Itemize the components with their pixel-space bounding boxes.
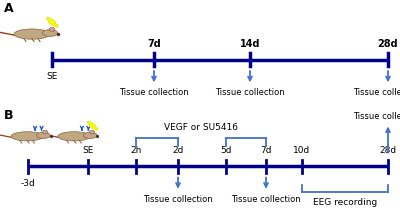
Text: 5d: 5d	[220, 147, 232, 155]
Ellipse shape	[90, 130, 94, 134]
Text: EEG recording: EEG recording	[313, 198, 377, 207]
Text: Tissue collection: Tissue collection	[353, 88, 400, 97]
Ellipse shape	[58, 132, 90, 141]
Text: Tissue collection: Tissue collection	[143, 195, 213, 204]
Text: SE: SE	[82, 147, 94, 155]
Text: Tissue collection: Tissue collection	[119, 88, 189, 97]
Ellipse shape	[43, 130, 48, 134]
Text: B: B	[4, 109, 14, 122]
Text: 7d: 7d	[147, 39, 161, 49]
Text: Tissue collection: Tissue collection	[215, 88, 285, 97]
Text: 28d: 28d	[380, 147, 396, 155]
Text: -3d: -3d	[21, 179, 35, 188]
Text: VEGF or SU5416: VEGF or SU5416	[164, 123, 238, 132]
Text: A: A	[4, 2, 14, 15]
Ellipse shape	[49, 27, 55, 31]
Text: 28d: 28d	[378, 39, 398, 49]
Text: 2d: 2d	[172, 147, 184, 155]
Text: Tissue collection: Tissue collection	[231, 195, 301, 204]
Text: Tissue collection: Tissue collection	[353, 112, 400, 121]
Text: SE: SE	[46, 72, 58, 81]
Ellipse shape	[11, 132, 44, 141]
Ellipse shape	[83, 132, 97, 138]
Ellipse shape	[36, 132, 50, 138]
Text: 7d: 7d	[260, 147, 272, 155]
Text: 10d: 10d	[293, 147, 311, 155]
Text: 14d: 14d	[240, 39, 260, 49]
Ellipse shape	[14, 29, 50, 39]
Ellipse shape	[42, 30, 58, 36]
Text: 2h: 2h	[130, 147, 142, 155]
